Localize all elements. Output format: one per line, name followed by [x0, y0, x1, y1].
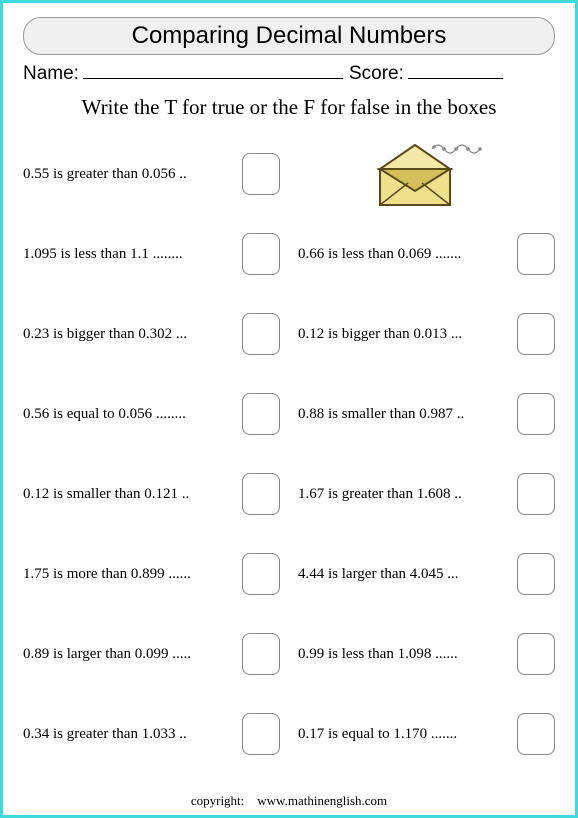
question-text: 0.12 is bigger than 0.013 ... — [298, 326, 511, 343]
question-cell: 4.44 is larger than 4.045 ... — [298, 534, 555, 614]
answer-box[interactable] — [242, 633, 280, 675]
answer-box[interactable] — [242, 153, 280, 195]
question-text: 0.99 is less than 1.098 ...... — [298, 646, 511, 663]
name-blank[interactable] — [83, 61, 343, 79]
name-label: Name: — [23, 63, 79, 85]
score-label: Score: — [349, 63, 404, 85]
question-text: 0.23 is bigger than 0.302 ... — [23, 326, 236, 343]
question-text: 0.17 is equal to 1.170 ....... — [298, 726, 511, 743]
answer-box[interactable] — [517, 553, 555, 595]
question-cell: 0.23 is bigger than 0.302 ... — [23, 294, 280, 374]
question-cell: 0.88 is smaller than 0.987 .. — [298, 374, 555, 454]
question-cell: 1.67 is greater than 1.608 .. — [298, 454, 555, 534]
question-cell: 0.99 is less than 1.098 ...... — [298, 614, 555, 694]
question-text: 0.66 is less than 0.069 ....... — [298, 246, 511, 263]
answer-box[interactable] — [242, 313, 280, 355]
score-blank[interactable] — [408, 61, 503, 79]
question-cell: 0.17 is equal to 1.170 ....... — [298, 694, 555, 774]
question-text: 0.12 is smaller than 0.121 .. — [23, 486, 236, 503]
answer-box[interactable] — [242, 553, 280, 595]
instruction-text: Write the T for true or the F for false … — [23, 95, 555, 120]
worksheet-page: Comparing Decimal Numbers Name: Score: W… — [0, 0, 578, 818]
question-text: 0.34 is greater than 1.033 .. — [23, 726, 236, 743]
answer-box[interactable] — [517, 473, 555, 515]
question-cell: 0.34 is greater than 1.033 .. — [23, 694, 280, 774]
answer-box[interactable] — [242, 393, 280, 435]
question-cell: 0.55 is greater than 0.056 .. — [23, 134, 280, 214]
question-text: 0.56 is equal to 0.056 ........ — [23, 406, 236, 423]
question-cell: 0.66 is less than 0.069 ....... — [298, 214, 555, 294]
footer-copyright: copyright: — [191, 793, 244, 808]
question-text: 1.67 is greater than 1.608 .. — [298, 486, 511, 503]
page-title: Comparing Decimal Numbers — [132, 22, 447, 49]
envelope-icon — [362, 135, 492, 213]
title-box: Comparing Decimal Numbers — [23, 17, 555, 55]
question-cell: 0.89 is larger than 0.099 ..... — [23, 614, 280, 694]
question-text: 0.55 is greater than 0.056 .. — [23, 166, 236, 183]
answer-box[interactable] — [517, 393, 555, 435]
answer-box[interactable] — [242, 473, 280, 515]
footer-site: www.mathinenglish.com — [257, 793, 387, 808]
question-text: 0.88 is smaller than 0.987 .. — [298, 406, 511, 423]
question-text: 1.75 is more than 0.899 ...... — [23, 566, 236, 583]
answer-box[interactable] — [517, 233, 555, 275]
answer-box[interactable] — [517, 633, 555, 675]
answer-box[interactable] — [517, 313, 555, 355]
answer-box[interactable] — [242, 713, 280, 755]
question-text: 0.89 is larger than 0.099 ..... — [23, 646, 236, 663]
question-cell: 1.75 is more than 0.899 ...... — [23, 534, 280, 614]
question-cell: 0.12 is bigger than 0.013 ... — [298, 294, 555, 374]
question-cell: 1.095 is less than 1.1 ........ — [23, 214, 280, 294]
footer: copyright: www.mathinenglish.com — [3, 793, 575, 809]
question-cell: 0.56 is equal to 0.056 ........ — [23, 374, 280, 454]
name-score-row: Name: Score: — [23, 61, 555, 85]
question-cell: 0.12 is smaller than 0.121 .. — [23, 454, 280, 534]
answer-box[interactable] — [242, 233, 280, 275]
question-text: 1.095 is less than 1.1 ........ — [23, 246, 236, 263]
question-grid: 0.55 is greater than 0.056 .. — [23, 134, 555, 774]
answer-box[interactable] — [517, 713, 555, 755]
question-text: 4.44 is larger than 4.045 ... — [298, 566, 511, 583]
envelope-image-cell — [298, 134, 555, 214]
